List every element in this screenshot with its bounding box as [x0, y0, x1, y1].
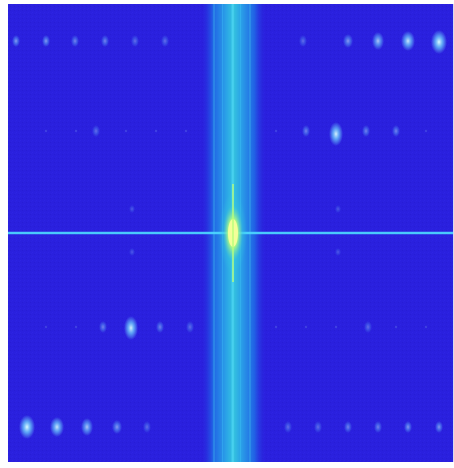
- bottom-margin: [0, 462, 454, 468]
- lattice-dots: [44, 129, 428, 329]
- fft-spectrum-image: [8, 4, 454, 463]
- fft-spectrum-svg: [8, 4, 453, 462]
- spectral-peaks: [12, 30, 447, 439]
